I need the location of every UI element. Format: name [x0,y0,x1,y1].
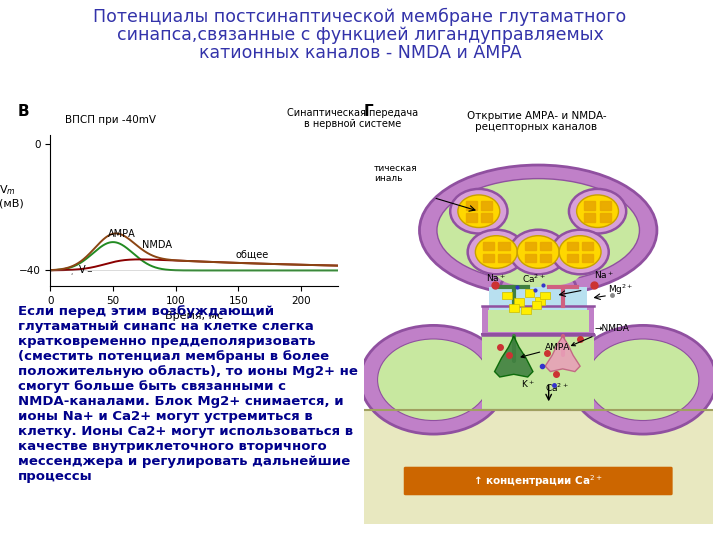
Ellipse shape [377,339,490,421]
Ellipse shape [514,274,562,306]
Circle shape [450,189,508,233]
Circle shape [510,230,567,274]
Text: тическая
иналь: тическая иналь [374,164,418,184]
Bar [498,242,510,251]
Bar [567,242,578,251]
Circle shape [475,235,517,268]
Ellipse shape [360,326,507,434]
Circle shape [458,195,500,227]
Bar [600,201,611,210]
Text: →NMDA: →NMDA [572,324,629,346]
Ellipse shape [587,339,699,421]
Bar [521,307,531,314]
Text: Открытие АМРА- и NMDA-
рецепторных каналов: Открытие АМРА- и NMDA- рецепторных канал… [467,111,606,132]
Bar [600,213,611,221]
Bar [582,254,593,262]
Text: Mg$^{2+}$: Mg$^{2+}$ [608,282,634,297]
Text: общее: общее [235,249,269,259]
Bar [466,201,477,210]
Text: Ca$^{2+}$: Ca$^{2+}$ [545,382,569,394]
Text: В: В [18,104,30,119]
Bar [525,289,534,296]
Bar [502,292,512,299]
Bar [585,201,595,210]
Text: ВПСП при -40mV: ВПСП при -40mV [65,115,156,125]
Polygon shape [545,336,580,372]
Ellipse shape [437,179,639,282]
Text: катионных каналов - NMDA и AMPA: катионных каналов - NMDA и AMPA [199,44,521,62]
X-axis label: Время, мс: Время, мс [166,312,223,321]
Bar [487,310,589,332]
Circle shape [577,195,618,227]
Bar [540,292,550,299]
Ellipse shape [500,266,577,314]
Bar [585,213,595,221]
Bar [540,242,552,251]
Text: Na$^+$: Na$^+$ [486,272,506,284]
Polygon shape [495,336,533,377]
Circle shape [559,235,601,268]
Text: Если перед этим возбуждающий
глутаматный синапс на клетке слегка
кратковременно : Если перед этим возбуждающий глутаматный… [18,305,358,483]
Text: NMDA: NMDA [142,240,172,251]
Text: Потенциалы постсинаптической мембране глутаматного: Потенциалы постсинаптической мембране гл… [94,8,626,26]
Bar [481,201,492,210]
Text: АМРА: АМРА [108,230,136,239]
Bar [509,304,518,312]
Text: Na$^+$: Na$^+$ [594,269,614,281]
Circle shape [569,189,626,233]
Bar [483,254,494,262]
Ellipse shape [420,165,657,295]
Text: АМРА: АМРА [521,343,570,358]
Bar [490,287,587,312]
Bar [525,242,536,251]
Text: Г: Г [364,104,373,119]
Ellipse shape [496,260,580,287]
Bar [482,334,594,410]
Bar [483,242,494,251]
Bar [535,297,545,305]
Text: ↑ концентрации Ca$^{2+}$: ↑ концентрации Ca$^{2+}$ [473,473,603,489]
Bar [364,410,713,524]
Circle shape [468,230,525,274]
Ellipse shape [570,326,716,434]
Text: K$^+$: K$^+$ [521,378,534,390]
Circle shape [552,230,608,274]
Bar [498,254,510,262]
Bar [531,301,541,309]
Text: синапса,связанные с функцией лигандуправляемых: синапса,связанные с функцией лигандуправ… [117,26,603,44]
Bar [540,254,552,262]
Bar [481,213,492,221]
FancyBboxPatch shape [404,467,672,495]
Bar [514,299,524,306]
Text: V$_-$: V$_-$ [72,264,93,274]
Bar [582,242,593,251]
Text: V$_m$
(мВ): V$_m$ (мВ) [0,183,23,208]
Text: Ca$^{2+}$: Ca$^{2+}$ [523,273,546,285]
Text: Синаптическая передача
в нервной системе: Синаптическая передача в нервной системе [287,108,418,130]
Bar [567,254,578,262]
Circle shape [517,235,559,268]
Bar [525,254,536,262]
Bar [482,306,594,336]
Bar [466,213,477,221]
